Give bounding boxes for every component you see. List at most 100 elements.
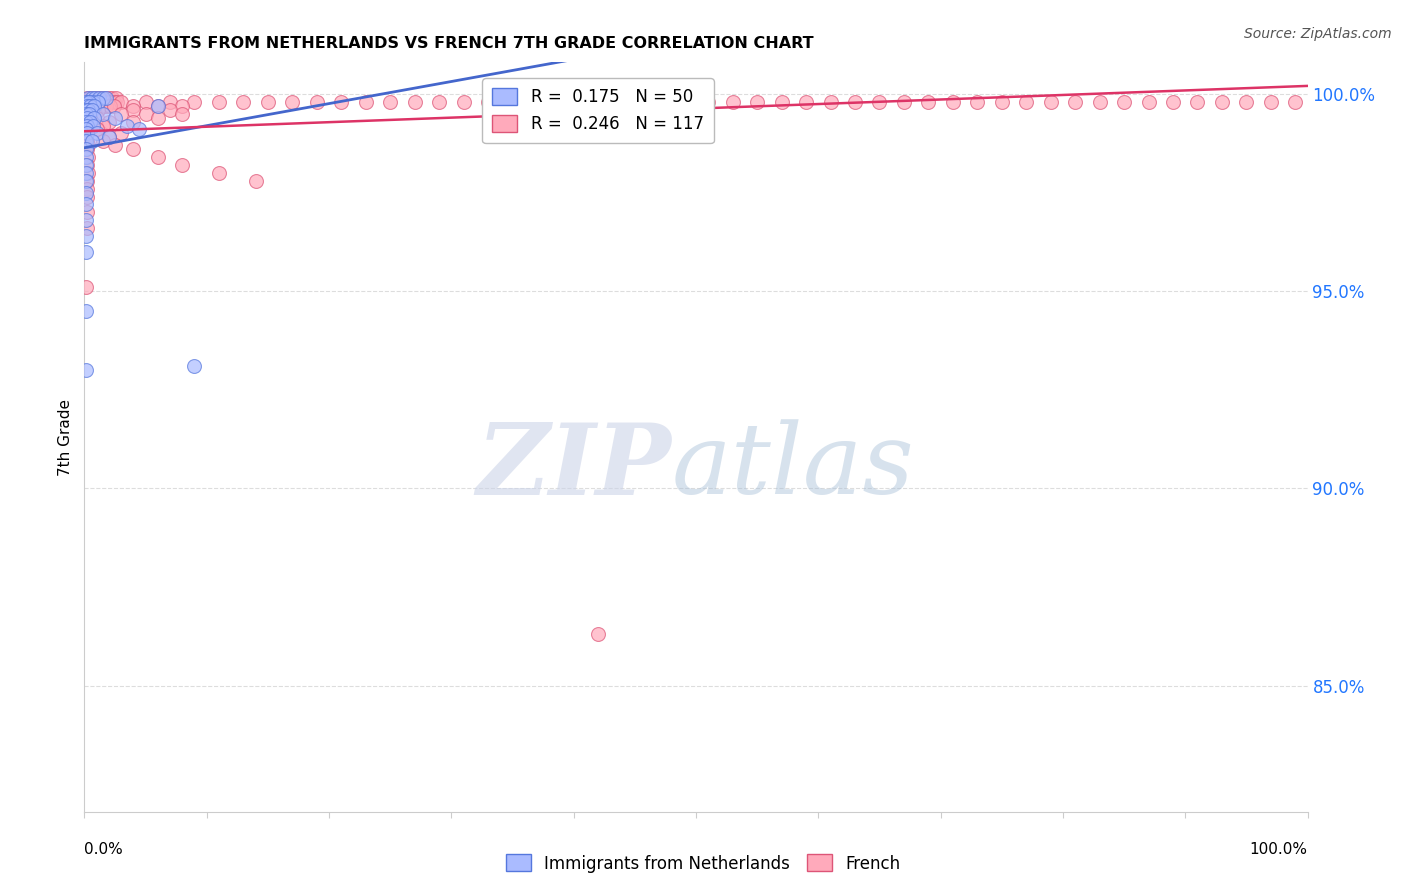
Point [844,95,866,109]
Point [75,142,97,156]
Point [697,95,720,109]
Point [101,91,124,105]
Point [502,95,524,109]
Point [232,95,254,109]
Point [83,99,105,113]
Point [75,95,97,109]
Point [575,95,598,109]
Text: IMMIGRANTS FROM NETHERLANDS VS FRENCH 7TH GRADE CORRELATION CHART: IMMIGRANTS FROM NETHERLANDS VS FRENCH 7T… [84,36,814,51]
Point [84,91,107,105]
Point [122,103,145,117]
Point [672,95,695,109]
Point [104,111,127,125]
Point [354,95,377,109]
Text: Source: ZipAtlas.com: Source: ZipAtlas.com [1244,27,1392,41]
Point [172,106,194,120]
Point [159,103,181,117]
Point [87,91,110,105]
Point [103,99,125,113]
Point [76,111,98,125]
Point [721,95,744,109]
Point [103,95,125,109]
Point [83,91,105,105]
Point [83,111,105,125]
Point [75,114,97,128]
Text: atlas: atlas [672,419,914,515]
Point [82,119,104,133]
Point [75,103,97,117]
Point [77,106,100,120]
Point [75,114,97,128]
Point [86,111,108,125]
Point [97,130,120,145]
Point [77,99,100,113]
Point [91,134,114,148]
Point [76,142,98,156]
Point [146,111,169,125]
Point [183,359,205,373]
Point [90,91,112,105]
Point [87,95,110,109]
Point [97,130,120,145]
Point [75,304,97,318]
Point [96,99,118,113]
Text: ZIP: ZIP [477,419,672,516]
Point [208,95,231,109]
Point [648,95,671,109]
Point [76,221,98,235]
Point [122,99,145,113]
Point [770,95,793,109]
Point [80,134,103,148]
Point [146,99,169,113]
Point [208,166,231,180]
Point [77,91,100,105]
Point [75,106,97,120]
Point [146,150,169,164]
Point [76,103,98,117]
Point [110,95,132,109]
Point [281,95,304,109]
Point [75,122,97,136]
Point [122,114,145,128]
Point [80,91,103,105]
Point [128,122,150,136]
Point [747,95,769,109]
Point [135,95,157,109]
Point [87,91,110,105]
Point [76,158,98,172]
Point [76,111,98,125]
Point [91,106,114,120]
Point [110,127,132,141]
Point [77,106,100,120]
Point [1211,95,1233,109]
Point [380,95,402,109]
Point [1015,95,1038,109]
Point [76,134,98,148]
Point [91,99,114,113]
Point [76,189,98,203]
Point [75,186,97,200]
Point [104,138,127,153]
Point [76,181,98,195]
Point [624,95,647,109]
Point [404,95,426,109]
Point [91,119,114,133]
Point [966,95,988,109]
Point [76,205,98,219]
Point [917,95,939,109]
Point [75,213,97,227]
Point [75,130,97,145]
Point [1137,95,1160,109]
Point [75,106,97,120]
Point [427,95,450,109]
Point [257,95,280,109]
Point [82,95,104,109]
Point [1187,95,1209,109]
Text: 0.0%: 0.0% [84,842,124,856]
Point [77,95,100,109]
Point [135,106,157,120]
Point [84,95,107,109]
Point [96,91,118,105]
Point [97,91,120,105]
Point [75,174,97,188]
